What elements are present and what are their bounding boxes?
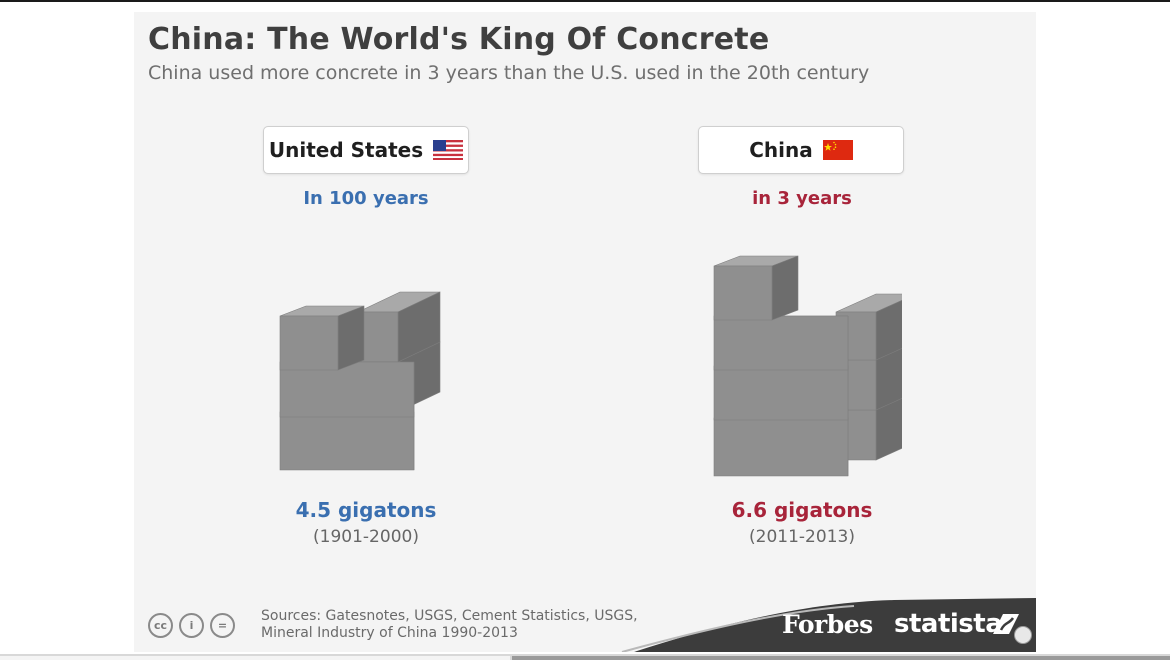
china-range: (2011-2013) [749, 527, 855, 547]
window-top-border [0, 0, 1170, 2]
us-label-box: United States [263, 126, 469, 174]
infographic-card: China: The World's King Of Concrete Chin… [134, 12, 1036, 652]
china-flag-icon [822, 140, 853, 160]
attribution-icon[interactable]: i [179, 613, 204, 638]
video-progress-bar[interactable] [0, 654, 1170, 660]
cn-top-cube-front [713, 265, 773, 321]
sources-note: Sources: Gatesnotes, USGS, Cement Statis… [261, 608, 638, 642]
cn-front-block-3-front [713, 315, 849, 371]
sources-line-2: Mineral Industry of China 1990-2013 [261, 625, 518, 641]
us-country-name: United States [268, 138, 424, 162]
chart-subtitle: China used more concrete in 3 years than… [148, 62, 870, 84]
us-amount: 4.5 gigatons [295, 498, 437, 522]
us-top-cube-front [279, 315, 339, 371]
forbes-logo[interactable]: Forbes [782, 610, 873, 639]
progress-played [0, 656, 510, 660]
us-concrete-stack [279, 291, 441, 471]
no-derivatives-icon[interactable]: = [210, 613, 235, 638]
footer-logo-band [621, 598, 1036, 652]
chart-title: China: The World's King Of Concrete [148, 22, 770, 57]
license-icons: cc i = [148, 613, 235, 638]
share-icon[interactable] [1014, 626, 1032, 644]
china-country-name: China [749, 138, 813, 162]
china-amount: 6.6 gigatons [731, 498, 873, 522]
china-label-box: China [698, 126, 904, 174]
china-period: in 3 years [752, 188, 852, 209]
progress-buffered [512, 656, 1170, 660]
us-range: (1901-2000) [313, 527, 419, 547]
us-period: In 100 years [303, 188, 429, 209]
china-concrete-stack [713, 255, 902, 477]
us-flag-icon [433, 140, 464, 160]
us-front-block-upper-front [279, 361, 415, 418]
statista-mark-icon [993, 614, 1019, 634]
statista-logo[interactable]: statista [894, 609, 1003, 639]
creative-commons-icon[interactable]: cc [148, 613, 173, 638]
sources-line-1: Sources: Gatesnotes, USGS, Cement Statis… [261, 608, 638, 624]
